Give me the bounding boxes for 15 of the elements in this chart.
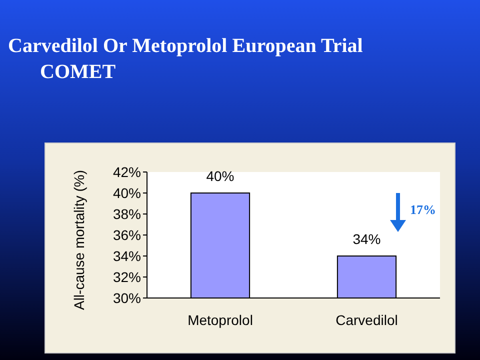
- data-label: 40%: [206, 168, 234, 184]
- y-tick-label: 30%: [112, 290, 141, 306]
- y-tick-label: 38%: [112, 206, 141, 222]
- x-tick-label: Carvedilol: [336, 312, 398, 328]
- y-tick-label: 40%: [112, 184, 141, 201]
- data-label: 34%: [352, 231, 381, 247]
- y-tick-label: 32%: [112, 268, 141, 285]
- annotation: 17%: [410, 202, 436, 217]
- y-tick-label: 34%: [112, 248, 141, 264]
- y-tick-label: 36%: [112, 226, 141, 243]
- chart-title: Carvedilol Or Metoprolol European Trial: [8, 35, 364, 57]
- y-tick-label: 42%: [112, 164, 141, 180]
- x-tick-label: Metoprolol: [188, 312, 253, 328]
- y-axis-title: All-cause mortality (%): [71, 170, 87, 310]
- chart-subtitle: COMET: [40, 61, 116, 83]
